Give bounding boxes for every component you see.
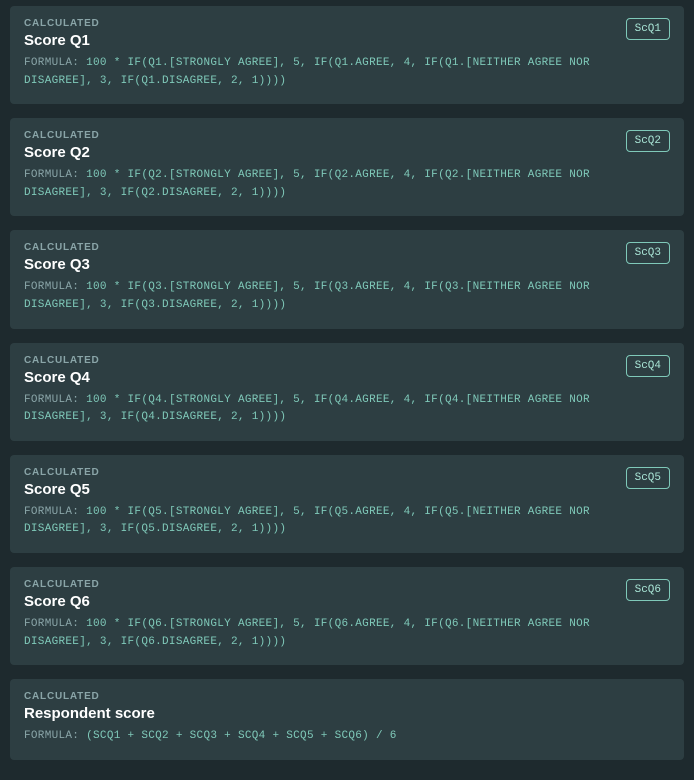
field-code-badge[interactable]: ScQ4 (626, 355, 670, 377)
formula-value: 100 * IF(Q3.[STRONGLY AGREE], 5, IF(Q3.A… (24, 281, 590, 311)
card-content: CALCULATED Respondent score FORMULA: (SC… (24, 691, 670, 746)
formula-value: 100 * IF(Q6.[STRONGLY AGREE], 5, IF(Q6.A… (24, 618, 590, 648)
formula-prefix: FORMULA: (24, 57, 79, 69)
card-content: CALCULATED Score Q3 FORMULA: 100 * IF(Q3… (24, 242, 616, 314)
formula-text: FORMULA: 100 * IF(Q6.[STRONGLY AGREE], 5… (24, 616, 616, 651)
formula-prefix: FORMULA: (24, 506, 79, 518)
card-title: Score Q6 (24, 593, 616, 610)
type-label: CALCULATED (24, 355, 616, 366)
formula-text: FORMULA: 100 * IF(Q3.[STRONGLY AGREE], 5… (24, 279, 616, 314)
formula-prefix: FORMULA: (24, 730, 79, 742)
calculated-card[interactable]: CALCULATED Respondent score FORMULA: (SC… (10, 679, 684, 760)
field-code-badge[interactable]: ScQ5 (626, 467, 670, 489)
card-content: CALCULATED Score Q6 FORMULA: 100 * IF(Q6… (24, 579, 616, 651)
formula-value: 100 * IF(Q5.[STRONGLY AGREE], 5, IF(Q5.A… (24, 506, 590, 536)
field-code-badge[interactable]: ScQ1 (626, 18, 670, 40)
card-header: CALCULATED Score Q3 FORMULA: 100 * IF(Q3… (24, 242, 670, 314)
card-header: CALCULATED Score Q5 FORMULA: 100 * IF(Q5… (24, 467, 670, 539)
type-label: CALCULATED (24, 691, 670, 702)
card-title: Score Q5 (24, 481, 616, 498)
calculated-card[interactable]: CALCULATED Score Q2 FORMULA: 100 * IF(Q2… (10, 118, 684, 216)
field-code-badge[interactable]: ScQ2 (626, 130, 670, 152)
formula-prefix: FORMULA: (24, 281, 79, 293)
card-title: Score Q3 (24, 256, 616, 273)
card-content: CALCULATED Score Q5 FORMULA: 100 * IF(Q5… (24, 467, 616, 539)
type-label: CALCULATED (24, 18, 616, 29)
formula-text: FORMULA: 100 * IF(Q4.[STRONGLY AGREE], 5… (24, 392, 616, 427)
formula-prefix: FORMULA: (24, 169, 79, 181)
calculated-fields-list: CALCULATED Score Q1 FORMULA: 100 * IF(Q1… (0, 0, 694, 780)
calculated-card[interactable]: CALCULATED Score Q1 FORMULA: 100 * IF(Q1… (10, 6, 684, 104)
calculated-card[interactable]: CALCULATED Score Q5 FORMULA: 100 * IF(Q5… (10, 455, 684, 553)
formula-value: (SCQ1 + SCQ2 + SCQ3 + SCQ4 + SCQ5 + SCQ6… (86, 730, 397, 742)
formula-prefix: FORMULA: (24, 394, 79, 406)
field-code-badge[interactable]: ScQ3 (626, 242, 670, 264)
card-header: CALCULATED Score Q2 FORMULA: 100 * IF(Q2… (24, 130, 670, 202)
formula-value: 100 * IF(Q1.[STRONGLY AGREE], 5, IF(Q1.A… (24, 57, 590, 87)
formula-text: FORMULA: (SCQ1 + SCQ2 + SCQ3 + SCQ4 + SC… (24, 728, 670, 746)
type-label: CALCULATED (24, 579, 616, 590)
formula-text: FORMULA: 100 * IF(Q2.[STRONGLY AGREE], 5… (24, 167, 616, 202)
card-header: CALCULATED Score Q1 FORMULA: 100 * IF(Q1… (24, 18, 670, 90)
formula-value: 100 * IF(Q2.[STRONGLY AGREE], 5, IF(Q2.A… (24, 169, 590, 199)
calculated-card[interactable]: CALCULATED Score Q3 FORMULA: 100 * IF(Q3… (10, 230, 684, 328)
formula-prefix: FORMULA: (24, 618, 79, 630)
card-content: CALCULATED Score Q1 FORMULA: 100 * IF(Q1… (24, 18, 616, 90)
card-content: CALCULATED Score Q4 FORMULA: 100 * IF(Q4… (24, 355, 616, 427)
calculated-card[interactable]: CALCULATED Score Q6 FORMULA: 100 * IF(Q6… (10, 567, 684, 665)
type-label: CALCULATED (24, 130, 616, 141)
formula-text: FORMULA: 100 * IF(Q5.[STRONGLY AGREE], 5… (24, 504, 616, 539)
formula-value: 100 * IF(Q4.[STRONGLY AGREE], 5, IF(Q4.A… (24, 394, 590, 424)
card-title: Score Q2 (24, 144, 616, 161)
type-label: CALCULATED (24, 242, 616, 253)
calculated-card[interactable]: CALCULATED Score Q4 FORMULA: 100 * IF(Q4… (10, 343, 684, 441)
card-title: Respondent score (24, 705, 670, 722)
card-content: CALCULATED Score Q2 FORMULA: 100 * IF(Q2… (24, 130, 616, 202)
card-header: CALCULATED Score Q6 FORMULA: 100 * IF(Q6… (24, 579, 670, 651)
formula-text: FORMULA: 100 * IF(Q1.[STRONGLY AGREE], 5… (24, 55, 616, 90)
type-label: CALCULATED (24, 467, 616, 478)
field-code-badge[interactable]: ScQ6 (626, 579, 670, 601)
card-header: CALCULATED Respondent score FORMULA: (SC… (24, 691, 670, 746)
card-header: CALCULATED Score Q4 FORMULA: 100 * IF(Q4… (24, 355, 670, 427)
card-title: Score Q1 (24, 32, 616, 49)
card-title: Score Q4 (24, 369, 616, 386)
